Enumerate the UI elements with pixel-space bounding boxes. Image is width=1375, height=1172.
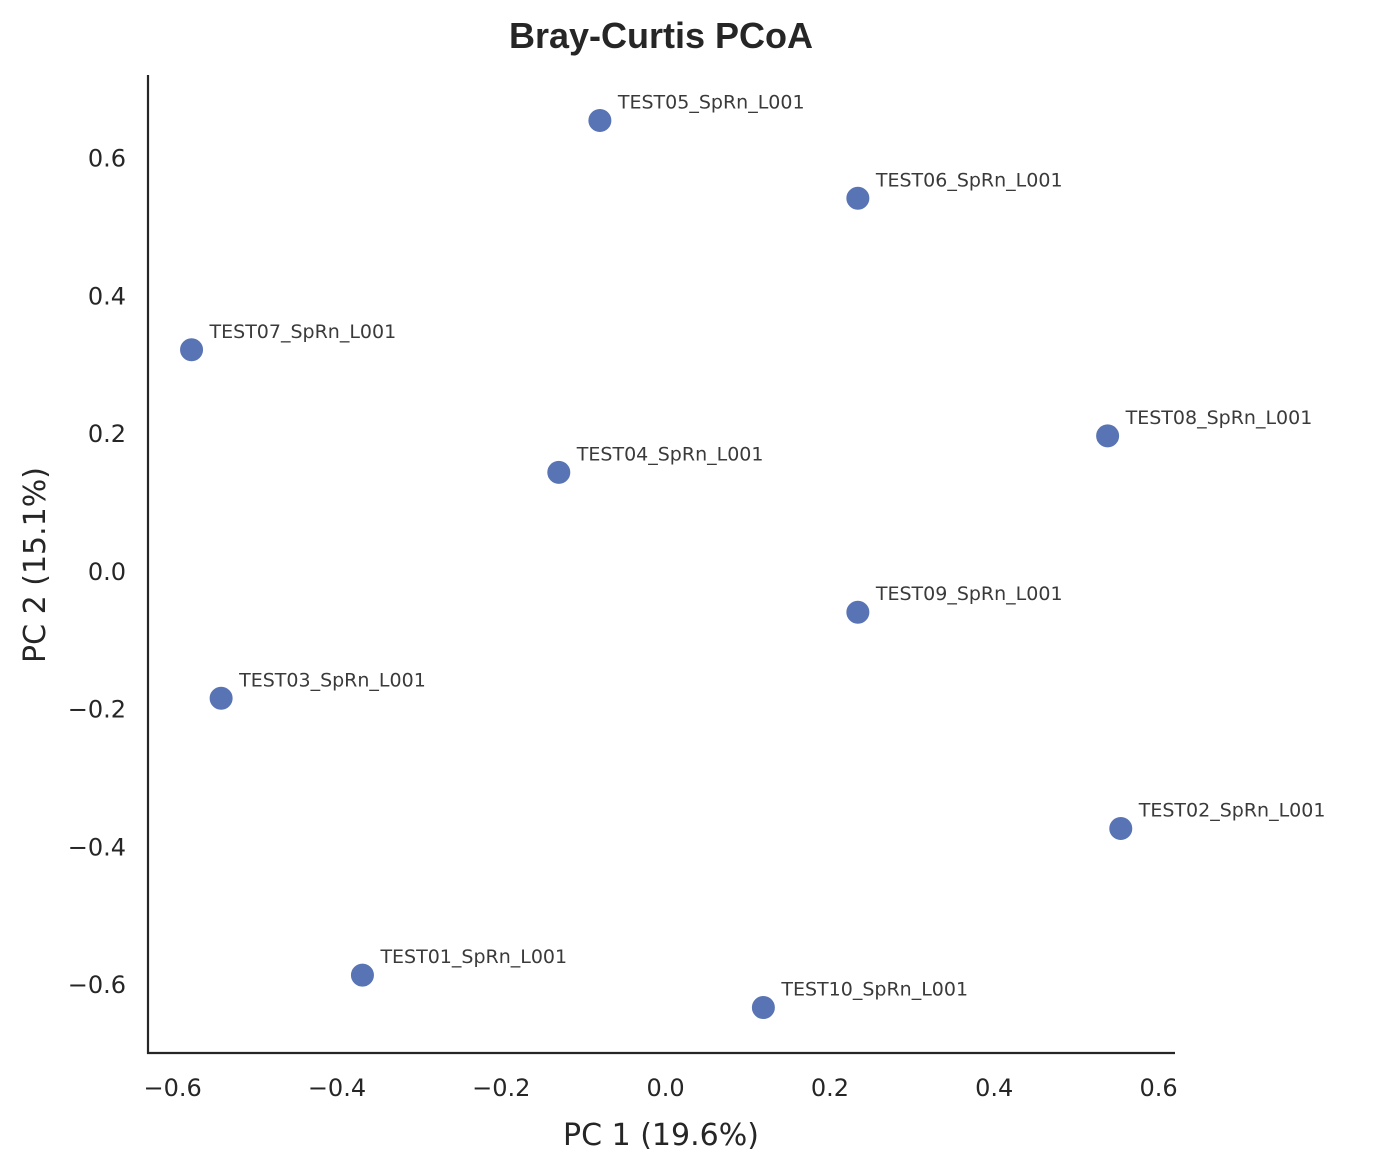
scatter-point [587,107,613,133]
x-tick-label: −0.2 [472,1074,530,1102]
scatter-point [750,995,776,1021]
point-label: TEST05_SpRn_L001 [617,91,805,113]
x-tick-label: −0.4 [308,1074,366,1102]
y-tick-label: −0.2 [68,696,126,724]
x-tick-label: −0.6 [144,1074,202,1102]
y-axis-ticks: −0.6 −0.4 −0.2 0.0 0.2 0.4 0.6 [68,145,126,999]
y-tick-label: 0.6 [88,145,126,173]
scatter-point [845,185,871,211]
point-label: TEST02_SpRn_L001 [1138,799,1326,821]
scatter-point [845,599,871,625]
x-tick-label: 0.4 [975,1074,1013,1102]
point-label: TEST10_SpRn_L001 [780,979,968,1001]
y-tick-label: −0.4 [68,833,126,861]
point-label: TEST08_SpRn_L001 [1125,407,1313,429]
point-labels: TEST05_SpRn_L001 TEST06_SpRn_L001 TEST07_S… [209,91,1326,1000]
x-axis-ticks: −0.6 −0.4 −0.2 0.0 0.2 0.4 0.6 [144,1074,1178,1102]
y-tick-label: −0.6 [68,971,126,999]
point-label: TEST06_SpRn_L001 [875,169,1063,191]
scatter-point [1108,815,1134,841]
scatter-point [349,962,375,988]
x-tick-label: 0.6 [1139,1074,1177,1102]
scatter-point [546,459,572,485]
point-label: TEST09_SpRn_L001 [875,583,1063,605]
point-label: TEST04_SpRn_L001 [576,443,764,465]
chart-title: Bray-Curtis PCoA [509,15,813,56]
x-tick-label: 0.0 [647,1074,685,1102]
scatter-point [179,337,205,363]
y-tick-label: 0.4 [88,282,126,310]
point-label: TEST01_SpRn_L001 [379,946,567,968]
x-tick-label: 0.2 [811,1074,849,1102]
scatter-points [179,107,1134,1021]
x-axis-label: PC 1 (19.6%) [563,1118,759,1153]
y-tick-label: 0.2 [88,420,126,448]
y-axis-label: PC 2 (15.1%) [18,467,53,663]
y-tick-label: 0.0 [88,558,126,586]
point-label: TEST03_SpRn_L001 [238,669,426,691]
scatter-point [208,685,234,711]
scatter-point [1095,423,1121,449]
point-label: TEST07_SpRn_L001 [209,321,397,343]
